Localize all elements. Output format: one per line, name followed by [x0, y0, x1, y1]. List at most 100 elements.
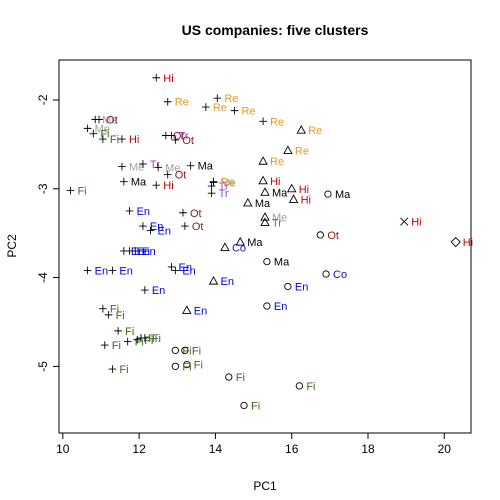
data-point: Ot — [163, 170, 186, 182]
plus-marker — [114, 327, 122, 335]
circle-marker — [240, 401, 248, 410]
triangle-marker — [208, 276, 219, 285]
plus-marker — [171, 266, 180, 275]
data-point: Re — [230, 106, 256, 118]
data-point: Re — [283, 145, 309, 158]
point-label: Hi — [163, 73, 173, 85]
data-point: Me — [83, 123, 110, 135]
x-axis-title: PC1 — [253, 479, 277, 493]
point-label: Hi — [411, 217, 421, 229]
point-label: Tr — [272, 218, 282, 230]
triangle-marker — [260, 187, 270, 196]
point-label: Ma — [247, 237, 263, 249]
data-point: Fi — [133, 335, 153, 347]
triangle-marker — [260, 212, 270, 221]
point-label: Re — [308, 125, 322, 137]
data-point: Hi — [286, 183, 309, 196]
data-point: En — [125, 206, 150, 218]
plus-marker — [104, 311, 113, 319]
plus-marker — [163, 170, 172, 179]
data-point: Ot — [95, 115, 118, 127]
y-tick-label: -2 — [36, 94, 50, 105]
circle-marker — [263, 302, 271, 310]
plot-frame — [58, 59, 472, 434]
point-label: En — [158, 226, 171, 238]
point-label: En — [274, 301, 287, 313]
y-axis: -2 -3 -4 -5 — [36, 94, 59, 372]
data-point: En — [146, 226, 171, 238]
data-point: Ot — [171, 135, 194, 147]
point-label: Me — [129, 162, 144, 174]
data-point: Fi — [99, 134, 119, 146]
data-point: Fi — [123, 337, 144, 349]
point-label: Fi — [110, 134, 119, 146]
point-label: Me — [165, 162, 180, 174]
point-label: En — [295, 281, 308, 293]
point-label: Fi — [194, 360, 203, 372]
point-label: Ot — [190, 208, 202, 220]
point-label: Fi — [77, 186, 86, 198]
data-point: Ma — [263, 257, 290, 269]
point-label: Fi — [182, 345, 191, 357]
triangle-marker — [283, 145, 293, 155]
data-point: En — [263, 301, 287, 313]
point-label: Ma — [255, 198, 271, 210]
point-label: Ot — [182, 135, 194, 147]
plus-marker — [167, 263, 176, 271]
data-point: Fi — [171, 345, 192, 357]
point-label: Co — [232, 242, 246, 254]
point-label: Re — [295, 146, 309, 158]
data-point: Me — [260, 212, 287, 224]
plus-marker — [167, 131, 176, 140]
y-axis-title: PC2 — [5, 234, 19, 258]
point-label: Hi — [270, 176, 280, 188]
data-point: Hi — [258, 175, 280, 188]
data-point: Ma — [260, 187, 288, 199]
plus-marker — [202, 103, 210, 111]
data-point: Co — [322, 269, 347, 281]
plus-marker — [171, 136, 180, 144]
plus-marker — [123, 337, 132, 346]
point-label: Me — [221, 178, 236, 190]
x-tick-label: 14 — [209, 442, 223, 456]
point-label: Hi — [163, 180, 173, 192]
plus-marker — [95, 115, 103, 124]
circle-marker — [284, 282, 292, 291]
plus-marker — [133, 335, 142, 344]
point-label: Ma — [274, 257, 290, 269]
plus-marker — [154, 163, 162, 172]
point-label: En — [137, 206, 150, 218]
data-point: Ma — [243, 197, 271, 210]
data-point: Tr — [207, 188, 229, 200]
plus-marker — [213, 94, 222, 102]
data-point: Re — [213, 93, 238, 105]
point-label: En — [95, 265, 108, 277]
data-point: Ot — [181, 221, 204, 233]
data-point: En — [171, 265, 196, 277]
point-label: Fi — [144, 335, 153, 347]
data-point: Ma — [186, 161, 214, 173]
plus-marker — [139, 222, 147, 230]
point-label: En — [119, 265, 132, 277]
data-point: Tr — [260, 217, 282, 230]
circle-marker — [171, 362, 180, 371]
point-label: Re — [221, 177, 235, 189]
circle-marker — [316, 231, 324, 239]
data-point: Fi — [171, 361, 192, 373]
circle-marker — [322, 270, 330, 278]
x-tick-label: 16 — [285, 442, 299, 456]
data-point: En — [182, 305, 207, 317]
point-label: Re — [175, 97, 189, 109]
y-tick-label: -3 — [36, 183, 50, 194]
triangle-marker — [182, 305, 192, 314]
point-label: Tr — [219, 188, 229, 200]
plus-marker — [89, 129, 98, 138]
data-point: En — [167, 262, 192, 274]
plus-marker — [207, 189, 216, 198]
plus-marker — [99, 135, 107, 143]
triangle-marker — [243, 197, 253, 207]
point-label: Fi — [192, 345, 201, 357]
plus-marker — [120, 177, 128, 186]
point-label: Co — [333, 269, 347, 281]
